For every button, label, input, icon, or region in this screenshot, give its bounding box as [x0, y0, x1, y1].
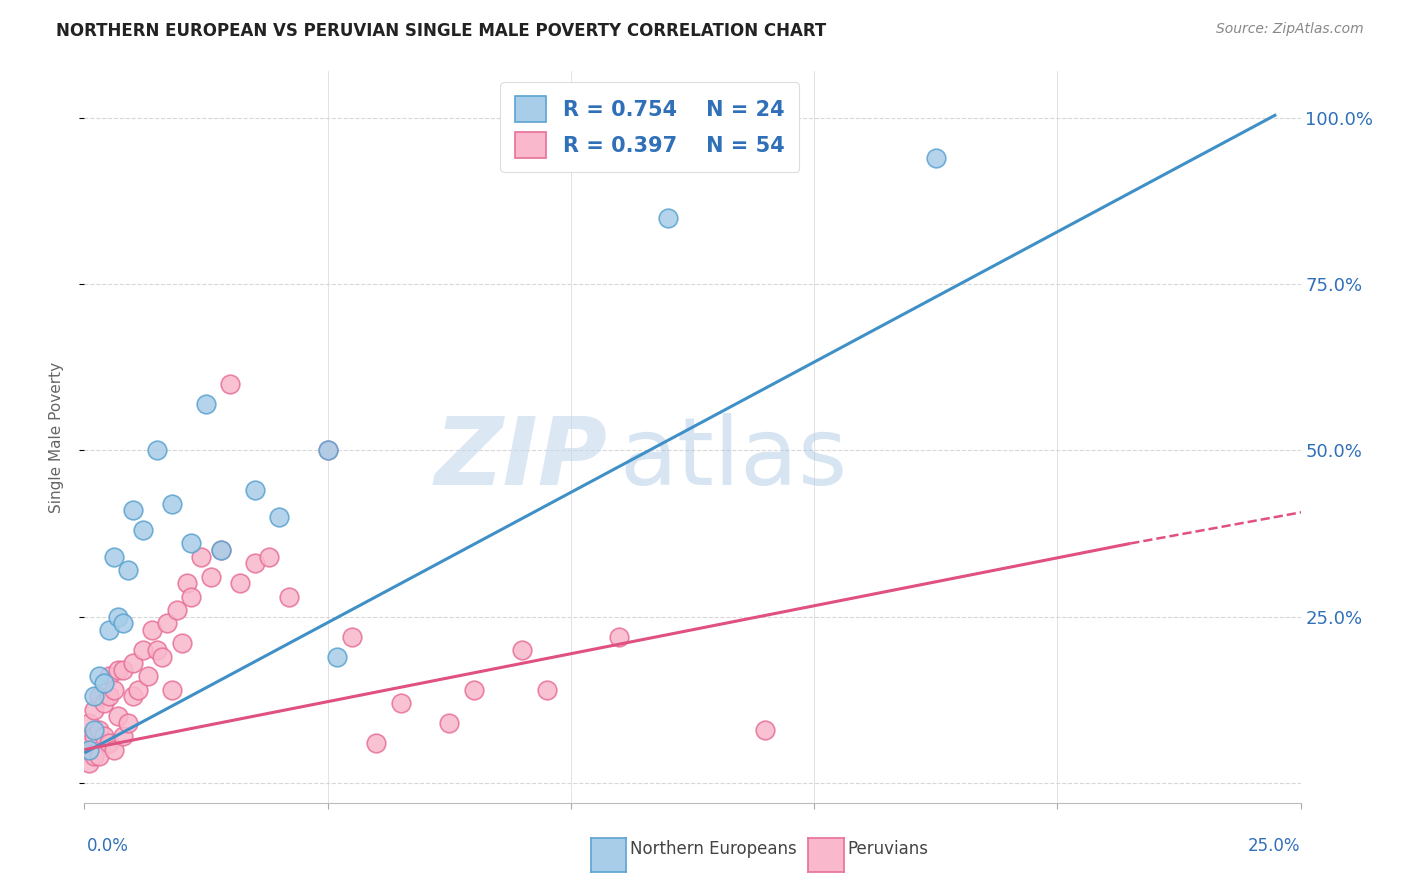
Point	[122, 503, 145, 517]
Point	[77, 742, 100, 756]
Y-axis label: Single Male Poverty: Single Male Poverty	[49, 361, 63, 513]
Point	[180, 590, 202, 604]
Point	[366, 736, 388, 750]
Text: 25.0%: 25.0%	[1249, 837, 1301, 855]
Point	[132, 523, 155, 537]
Text: atlas: atlas	[620, 413, 848, 505]
Point	[112, 729, 135, 743]
Text: Source: ZipAtlas.com: Source: ZipAtlas.com	[1216, 22, 1364, 37]
Point	[97, 669, 120, 683]
Point	[117, 716, 139, 731]
Point	[257, 549, 280, 564]
Point	[340, 630, 363, 644]
Point	[510, 643, 533, 657]
Point	[107, 609, 129, 624]
Point	[97, 623, 120, 637]
Point	[103, 742, 125, 756]
Point	[277, 590, 299, 604]
Point	[609, 630, 631, 644]
Point	[219, 376, 242, 391]
Point	[156, 616, 179, 631]
Point	[77, 729, 100, 743]
Point	[316, 443, 339, 458]
Point	[536, 682, 558, 697]
Point	[127, 682, 149, 697]
Point	[122, 690, 145, 704]
Point	[97, 690, 120, 704]
Point	[160, 497, 183, 511]
Point	[160, 682, 183, 697]
Point	[83, 729, 105, 743]
Point	[141, 623, 163, 637]
Point	[83, 723, 105, 737]
Point	[117, 563, 139, 577]
Point	[77, 716, 100, 731]
Point	[83, 703, 105, 717]
Point	[190, 549, 212, 564]
Point	[103, 682, 125, 697]
Point	[83, 749, 105, 764]
Point	[754, 723, 776, 737]
Point	[170, 636, 193, 650]
Point	[389, 696, 412, 710]
Point	[209, 543, 232, 558]
Point	[103, 549, 125, 564]
Point	[560, 111, 582, 125]
Point	[107, 663, 129, 677]
Point	[267, 509, 290, 524]
Point	[176, 576, 198, 591]
Point	[180, 536, 202, 550]
Point	[657, 211, 679, 225]
Point	[87, 690, 110, 704]
Point	[77, 742, 100, 756]
Text: ZIP: ZIP	[434, 413, 607, 505]
Point	[122, 656, 145, 670]
Point	[200, 570, 222, 584]
Point	[146, 643, 169, 657]
Point	[439, 716, 461, 731]
Point	[195, 397, 218, 411]
Text: 0.0%: 0.0%	[87, 837, 129, 855]
Point	[97, 736, 120, 750]
Point	[463, 682, 485, 697]
Point	[132, 643, 155, 657]
Point	[112, 663, 135, 677]
Point	[87, 669, 110, 683]
Point	[209, 543, 232, 558]
Point	[87, 749, 110, 764]
Point	[243, 483, 266, 498]
Point	[87, 723, 110, 737]
Point	[107, 709, 129, 723]
Point	[146, 443, 169, 458]
Text: Peruvians: Peruvians	[848, 840, 929, 858]
Point	[229, 576, 252, 591]
Point	[166, 603, 188, 617]
Point	[150, 649, 173, 664]
Text: NORTHERN EUROPEAN VS PERUVIAN SINGLE MALE POVERTY CORRELATION CHART: NORTHERN EUROPEAN VS PERUVIAN SINGLE MAL…	[56, 22, 827, 40]
Point	[83, 690, 105, 704]
Point	[316, 443, 339, 458]
Point	[136, 669, 159, 683]
Point	[93, 676, 115, 690]
Point	[243, 557, 266, 571]
Point	[93, 696, 115, 710]
Point	[112, 616, 135, 631]
Point	[326, 649, 349, 664]
Legend: R = 0.754    N = 24, R = 0.397    N = 54: R = 0.754 N = 24, R = 0.397 N = 54	[501, 82, 799, 172]
Point	[93, 729, 115, 743]
Text: Northern Europeans: Northern Europeans	[630, 840, 797, 858]
Point	[925, 151, 948, 165]
Point	[77, 756, 100, 770]
